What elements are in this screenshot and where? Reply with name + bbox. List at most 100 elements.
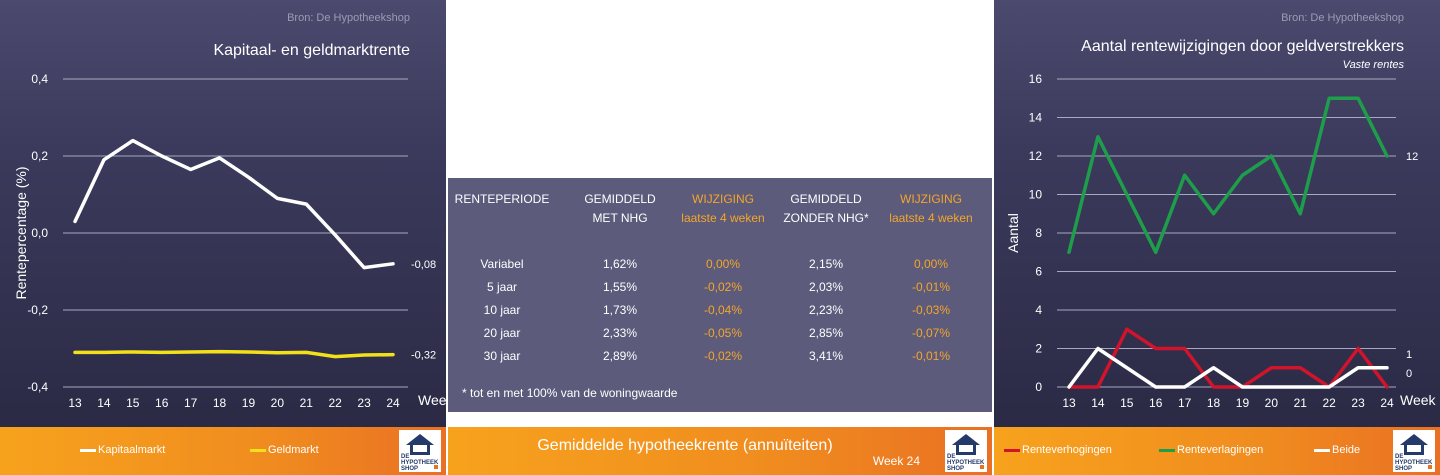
legend-label: Beide bbox=[1332, 444, 1361, 456]
legend-swatch-white bbox=[80, 448, 96, 452]
table-cell: 5 jaar bbox=[486, 280, 518, 294]
table-cell: 3,41% bbox=[808, 349, 844, 363]
table-cell: 2,03% bbox=[808, 280, 844, 294]
table-cell: -0,01% bbox=[911, 349, 951, 363]
table-cell: -0,03% bbox=[911, 303, 951, 317]
end-value-label: 0 bbox=[1406, 368, 1412, 380]
y-tick-label: 0,4 bbox=[31, 72, 48, 86]
x-tick-label: 22 bbox=[1323, 396, 1337, 410]
capital-money-market-panel: Bron: De Hypotheekshop Kapitaal- en geld… bbox=[0, 0, 446, 475]
x-tick-label: 19 bbox=[1236, 396, 1250, 410]
x-tick-label: 13 bbox=[1062, 396, 1076, 410]
hypotheekshop-logo: DE HYPOTHEEK SHOP bbox=[945, 430, 987, 472]
x-tick-label: 16 bbox=[1149, 396, 1163, 410]
table-cell: 0,00% bbox=[705, 257, 741, 271]
logo-house-icon bbox=[410, 445, 430, 455]
x-tick-label: 17 bbox=[1178, 396, 1192, 410]
y-axis-label: Rentepercentage (%) bbox=[13, 166, 29, 299]
x-tick-label: 23 bbox=[1351, 396, 1365, 410]
logo-dot-icon bbox=[434, 465, 438, 469]
header-gemiddeld-zonder-nhg: GEMIDDELD ZONDER NHG* bbox=[783, 192, 869, 225]
x-tick-label: 15 bbox=[1120, 396, 1134, 410]
legend-bar: Kapitaalmarkt Geldmarkt DE HYPOTHEEK SHO… bbox=[0, 427, 446, 475]
legend-bar: Renteverhogingen Renteverlagingen Beide … bbox=[994, 427, 1440, 475]
table-cell: -0,07% bbox=[911, 326, 951, 340]
hypotheekshop-logo: DE HYPOTHEEK SHOP bbox=[399, 430, 441, 472]
logo-house-icon bbox=[956, 445, 976, 455]
x-tick-label: 20 bbox=[271, 396, 285, 410]
table-cell: 30 jaar bbox=[483, 349, 521, 363]
y-tick-label: -0,4 bbox=[27, 380, 48, 394]
legend-renteverlagingen: Renteverlagingen bbox=[1159, 444, 1263, 456]
table-cell: 2,23% bbox=[808, 303, 844, 317]
chart-title: Kapitaal- en geldmarktrente bbox=[213, 42, 410, 59]
interest-rate-line-chart: 0,4 0,2 0,0 -0,2 -0,4 13 14 15 16 17 18 19 20 21 22 23 2… bbox=[13, 72, 446, 410]
legend-geldmarkt: Geldmarkt bbox=[250, 444, 319, 456]
legend-kapitaalmarkt: Kapitaalmarkt bbox=[80, 444, 165, 456]
x-tick-label: 17 bbox=[184, 396, 198, 410]
end-value-label: 12 bbox=[1406, 151, 1418, 163]
x-tick-label: 20 bbox=[1265, 396, 1279, 410]
series-line bbox=[73, 138, 395, 270]
rate-changes-panel: Bron: De Hypotheekshop Aantal rentewijzi… bbox=[994, 0, 1440, 475]
legend-renteverhogingen: Renteverhogingen bbox=[1004, 444, 1112, 456]
table-cell: 1,73% bbox=[602, 303, 638, 317]
legend-label: Renteverlagingen bbox=[1177, 444, 1264, 456]
header-wijziging-zonder-nhg: WIJZIGING laatste 4 weken bbox=[889, 192, 973, 225]
table-cell: 1,62% bbox=[602, 257, 638, 271]
table-cell: Variabel bbox=[480, 257, 524, 271]
y-tick-label: 14 bbox=[1029, 111, 1043, 125]
series-line bbox=[1067, 96, 1389, 254]
table-cell: -0,04% bbox=[703, 303, 743, 317]
table-cell: 2,33% bbox=[602, 326, 638, 340]
y-tick-label: 4 bbox=[1035, 303, 1042, 317]
legend-swatch-red bbox=[1004, 448, 1020, 452]
logo-dot-icon bbox=[980, 465, 984, 469]
y-tick-label: 16 bbox=[1029, 72, 1043, 86]
header-wijziging-met-nhg: WIJZIGING laatste 4 weken bbox=[681, 192, 765, 225]
x-tick-label: 19 bbox=[242, 396, 256, 410]
table-cell: -0,02% bbox=[703, 349, 743, 363]
x-tick-label: 18 bbox=[1207, 396, 1221, 410]
table-cell: -0,01% bbox=[911, 280, 951, 294]
y-tick-label: 12 bbox=[1029, 149, 1043, 163]
table-cell: 2,85% bbox=[808, 326, 844, 340]
y-tick-label: 10 bbox=[1029, 188, 1043, 202]
hypotheekshop-logo: DE HYPOTHEEK SHOP bbox=[1393, 430, 1435, 472]
x-tick-label: 14 bbox=[97, 396, 111, 410]
x-tick-label: 14 bbox=[1091, 396, 1105, 410]
table-footnote: * tot en met 100% van de woningwaarde bbox=[462, 386, 678, 400]
legend-label: Renteverhogingen bbox=[1022, 444, 1112, 456]
title-bar: Gemiddelde hypotheekrente (annuïteiten) … bbox=[448, 427, 992, 475]
chart-subtitle: Vaste rentes bbox=[1342, 59, 1404, 71]
y-tick-label: 0 bbox=[1035, 380, 1042, 394]
table-title: Gemiddelde hypotheekrente (annuïteiten) bbox=[537, 437, 833, 454]
source-label: Bron: De Hypotheekshop bbox=[1281, 12, 1404, 24]
header-gemiddeld-met-nhg: GEMIDDELD MET NHG bbox=[584, 192, 656, 225]
y-axis-label: Aantal bbox=[1005, 213, 1021, 253]
y-tick-label: 0,2 bbox=[31, 149, 48, 163]
x-tick-label: 21 bbox=[1294, 396, 1308, 410]
logo-dot-icon bbox=[1428, 465, 1432, 469]
logo-roof-icon bbox=[952, 434, 980, 445]
end-value-label: -0,32 bbox=[411, 350, 436, 362]
x-axis-label: Week bbox=[418, 392, 446, 408]
table-cell: 20 jaar bbox=[483, 326, 521, 340]
table-cell: -0,05% bbox=[703, 326, 743, 340]
end-value-label: 1 bbox=[1406, 349, 1412, 361]
mortgage-rate-panel: RENTEPERIODE GEMIDDELD MET NHG WIJZIGING l… bbox=[448, 0, 992, 475]
logo-house-icon bbox=[1404, 445, 1424, 455]
week-label: Week 24 bbox=[872, 454, 920, 468]
legend-swatch-white bbox=[1314, 448, 1330, 452]
table-cell: 1,55% bbox=[602, 280, 638, 294]
legend-swatch-yellow bbox=[250, 448, 266, 452]
x-tick-label: 21 bbox=[300, 396, 314, 410]
source-label: Bron: De Hypotheekshop bbox=[287, 12, 410, 24]
x-tick-label: 16 bbox=[155, 396, 169, 410]
mortgage-rate-table: RENTEPERIODE GEMIDDELD MET NHG WIJZIGING l… bbox=[448, 178, 992, 412]
y-tick-label: 6 bbox=[1035, 265, 1042, 279]
y-tick-label: 2 bbox=[1035, 342, 1042, 356]
end-value-label: -0,08 bbox=[411, 259, 436, 271]
series-line bbox=[1067, 346, 1389, 389]
